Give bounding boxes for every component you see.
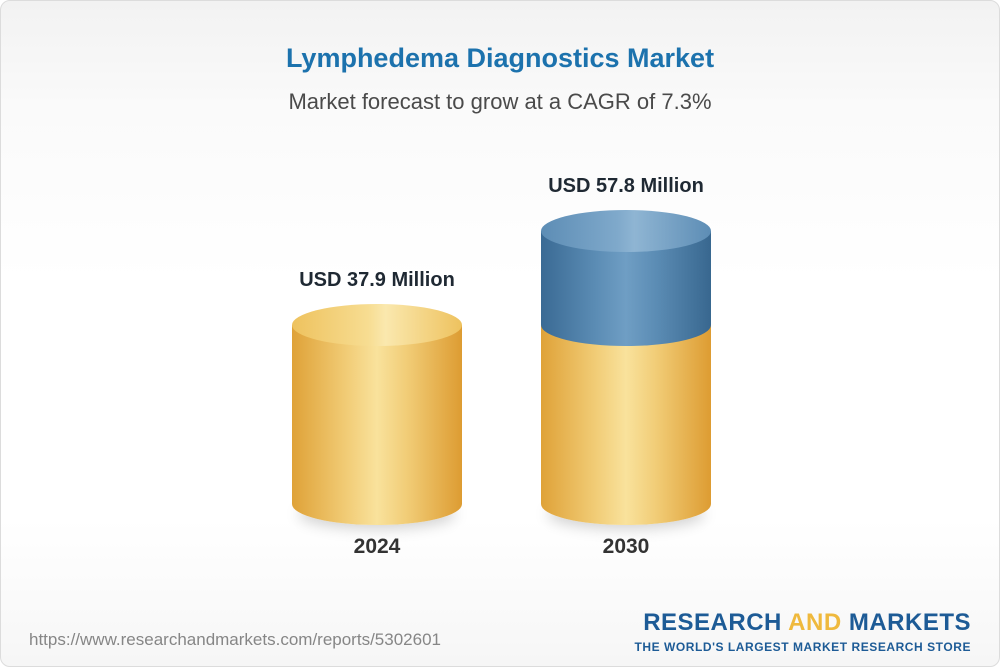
- value-label-2024: USD 37.9 Million: [299, 269, 455, 291]
- logo-word-and: AND: [788, 609, 842, 636]
- cylinder-top-cap: [292, 304, 462, 346]
- research-and-markets-logo: RESEARCH AND MARKETS THE WORLD'S LARGEST…: [634, 609, 971, 654]
- bar-2024: USD 37.9 Million 2024: [292, 269, 462, 558]
- logo-word-markets: MARKETS: [848, 609, 971, 636]
- logo-tagline: THE WORLD'S LARGEST MARKET RESEARCH STOR…: [634, 640, 971, 654]
- page-title: Lymphedema Diagnostics Market: [285, 43, 715, 73]
- bar-2030: USD 57.8 Million 2030: [541, 175, 711, 558]
- report-url-link[interactable]: https://www.researchandmarkets.com/repor…: [29, 630, 441, 649]
- value-label-2030: USD 57.8 Million: [548, 175, 704, 197]
- chart-subtitle: Market forecast to grow at a CAGR of 7.3…: [288, 89, 712, 114]
- cylinder-body-base: [292, 325, 462, 504]
- axis-label-2030: 2030: [602, 535, 650, 558]
- logo-word-research: RESEARCH: [643, 609, 782, 636]
- cylinder-top-cap: [541, 210, 711, 252]
- axis-label-2024: 2024: [353, 535, 401, 558]
- logo-wordmark: RESEARCH AND MARKETS: [634, 609, 971, 637]
- cylinder-body-base: [541, 325, 711, 504]
